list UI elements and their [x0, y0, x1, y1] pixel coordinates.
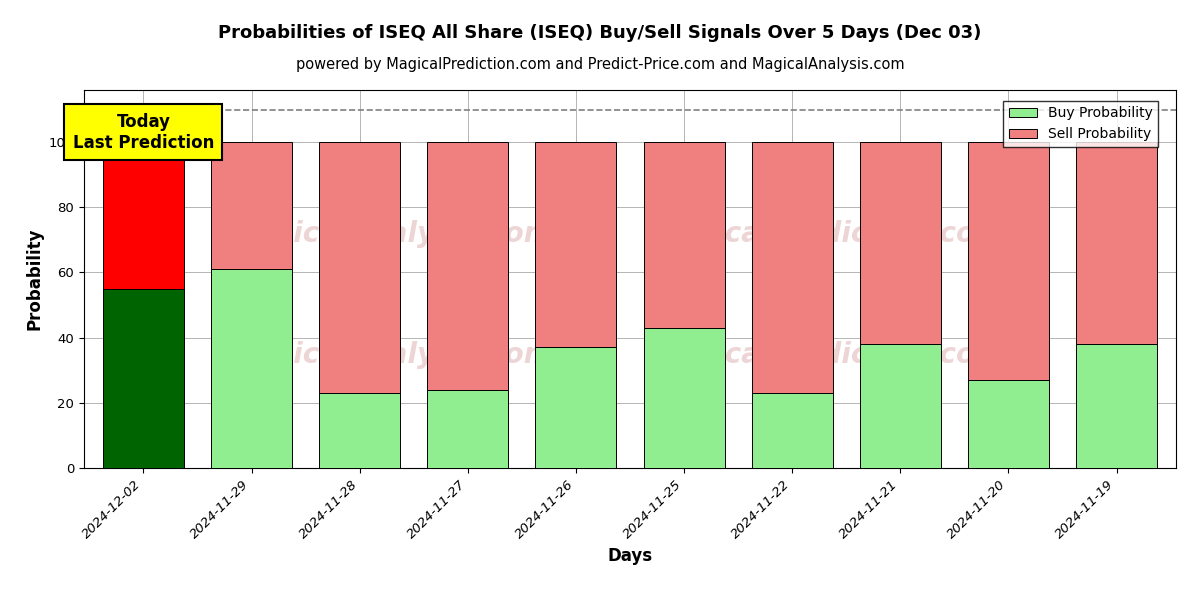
Bar: [643, 142, 725, 328]
Text: MagicalPrediction.com: MagicalPrediction.com: [649, 220, 1004, 248]
Bar: [103, 289, 184, 468]
Bar: [103, 142, 184, 289]
Text: Probabilities of ISEQ All Share (ISEQ) Buy/Sell Signals Over 5 Days (Dec 03): Probabilities of ISEQ All Share (ISEQ) B…: [218, 24, 982, 42]
Bar: [535, 347, 617, 468]
Bar: [211, 142, 292, 269]
Bar: [319, 142, 401, 393]
Bar: [751, 393, 833, 468]
Bar: [319, 393, 401, 468]
Text: Today
Last Prediction: Today Last Prediction: [73, 113, 214, 152]
Bar: [968, 380, 1049, 468]
Y-axis label: Probability: Probability: [25, 228, 43, 330]
Bar: [643, 328, 725, 468]
Bar: [1076, 344, 1157, 468]
Text: MagicalPrediction.com: MagicalPrediction.com: [649, 341, 1004, 368]
Bar: [427, 390, 509, 468]
Bar: [968, 142, 1049, 380]
Text: powered by MagicalPrediction.com and Predict-Price.com and MagicalAnalysis.com: powered by MagicalPrediction.com and Pre…: [295, 57, 905, 72]
Bar: [427, 142, 509, 390]
Bar: [859, 344, 941, 468]
Legend: Buy Probability, Sell Probability: Buy Probability, Sell Probability: [1003, 101, 1158, 147]
Bar: [1076, 142, 1157, 344]
Bar: [535, 142, 617, 347]
Text: MagicalAnalysis.com: MagicalAnalysis.com: [227, 220, 552, 248]
Bar: [859, 142, 941, 344]
Bar: [751, 142, 833, 393]
X-axis label: Days: Days: [607, 547, 653, 565]
Bar: [211, 269, 292, 468]
Text: MagicalAnalysis.com: MagicalAnalysis.com: [227, 341, 552, 368]
